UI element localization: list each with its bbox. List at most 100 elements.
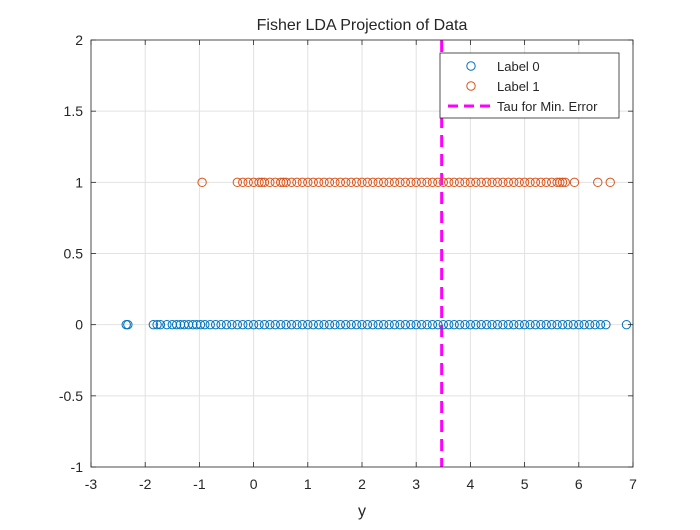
data-point — [427, 319, 438, 330]
data-point — [541, 319, 551, 330]
data-point — [152, 319, 162, 330]
x-tick-label: -1 — [193, 476, 206, 492]
legend-marker — [466, 61, 476, 71]
data-point — [259, 319, 270, 330]
data-point — [454, 319, 465, 330]
data-point — [601, 319, 611, 330]
data-point — [362, 177, 373, 188]
data-point — [560, 177, 570, 188]
data-point — [148, 319, 159, 330]
data-point — [281, 177, 291, 188]
x-tick-label: 1 — [304, 476, 312, 492]
data-point — [530, 319, 541, 330]
data-point — [503, 319, 514, 330]
data-point — [454, 177, 465, 188]
x-tick-label: -3 — [85, 476, 98, 492]
data-point — [171, 319, 182, 330]
data-point — [200, 319, 210, 330]
data-point — [330, 177, 340, 188]
data-point — [525, 177, 535, 188]
data-point — [243, 319, 253, 330]
data-point — [416, 177, 427, 188]
data-point — [460, 177, 470, 188]
data-point — [324, 177, 335, 188]
data-point — [433, 319, 443, 330]
data-point — [552, 319, 562, 330]
data-point — [471, 319, 481, 330]
data-point — [422, 177, 432, 188]
data-point — [286, 177, 297, 188]
data-point — [395, 177, 405, 188]
data-point — [357, 319, 367, 330]
legend-label: Tau for Min. Error — [497, 99, 598, 114]
data-point — [123, 319, 133, 330]
data-point — [303, 177, 313, 188]
data-point — [259, 177, 270, 188]
data-point — [481, 177, 492, 188]
data-point — [324, 319, 335, 330]
data-point — [557, 319, 568, 330]
data-point — [519, 319, 530, 330]
data-point — [195, 319, 206, 330]
data-point — [519, 177, 530, 188]
data-point — [265, 319, 275, 330]
data-point — [514, 319, 524, 330]
data-point — [498, 319, 508, 330]
data-point — [416, 319, 427, 330]
data-point — [590, 319, 600, 330]
data-point — [221, 319, 232, 330]
data-point — [351, 177, 362, 188]
data-point — [270, 319, 280, 330]
data-point — [449, 319, 459, 330]
data-point — [574, 319, 584, 330]
data-point — [536, 319, 546, 330]
data-point — [427, 177, 438, 188]
data-point — [595, 319, 606, 330]
data-point — [568, 319, 579, 330]
data-point — [492, 319, 503, 330]
x-tick-label: 6 — [575, 476, 583, 492]
x-tick-label: 4 — [467, 476, 475, 492]
y-tick-label: -1 — [71, 459, 84, 475]
x-tick-label: 7 — [629, 476, 637, 492]
data-point — [400, 177, 411, 188]
data-point — [276, 319, 286, 330]
data-point — [579, 319, 589, 330]
data-point — [509, 177, 519, 188]
data-point — [378, 319, 389, 330]
data-point — [335, 319, 346, 330]
data-point — [389, 177, 400, 188]
data-point — [205, 319, 215, 330]
chart-title: Fisher LDA Projection of Data — [257, 17, 468, 34]
x-tick-label: -2 — [139, 476, 152, 492]
legend: Label 0 Label 1 Tau for Min. Error — [439, 52, 620, 119]
y-tick-label: 2 — [75, 32, 83, 48]
data-point — [487, 177, 497, 188]
data-point — [351, 319, 362, 330]
data-point — [530, 177, 541, 188]
x-tick-label: 5 — [521, 476, 529, 492]
data-point — [509, 319, 519, 330]
data-point — [313, 319, 324, 330]
data-point — [303, 319, 313, 330]
data-point — [346, 177, 356, 188]
data-point — [433, 177, 443, 188]
data-point — [308, 319, 318, 330]
data-point — [313, 177, 324, 188]
data-point — [368, 319, 378, 330]
data-point — [569, 177, 580, 188]
data-point — [460, 319, 470, 330]
data-point — [188, 319, 198, 330]
data-point — [238, 319, 248, 330]
y-tick-label: 0 — [75, 317, 83, 333]
data-point — [155, 319, 166, 330]
y-tick-label: 1 — [75, 174, 83, 190]
data-point — [197, 177, 207, 188]
data-point — [411, 177, 421, 188]
x-tick-label: 2 — [358, 476, 366, 492]
data-point — [406, 177, 416, 188]
data-point — [400, 319, 411, 330]
data-point — [254, 177, 264, 188]
data-point — [395, 319, 405, 330]
